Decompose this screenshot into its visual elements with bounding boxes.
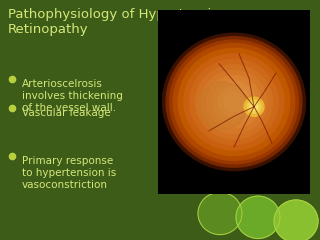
- Circle shape: [274, 200, 318, 240]
- Ellipse shape: [207, 76, 261, 128]
- Circle shape: [247, 100, 261, 114]
- Ellipse shape: [201, 70, 267, 133]
- Ellipse shape: [218, 87, 250, 117]
- Ellipse shape: [173, 43, 295, 160]
- Ellipse shape: [170, 40, 298, 164]
- Text: Arterioscelrosis
involves thickening
of the vessel wall.: Arterioscelrosis involves thickening of …: [22, 79, 123, 113]
- Text: Vascular leakage: Vascular leakage: [22, 108, 111, 118]
- Circle shape: [198, 192, 242, 235]
- Text: Primary response
to hypertension is
vasoconstriction: Primary response to hypertension is vaso…: [22, 156, 116, 190]
- Ellipse shape: [196, 65, 273, 139]
- Circle shape: [250, 103, 258, 111]
- Circle shape: [244, 97, 264, 116]
- Ellipse shape: [178, 48, 290, 156]
- Ellipse shape: [163, 33, 305, 171]
- Circle shape: [236, 196, 280, 239]
- Ellipse shape: [166, 37, 302, 167]
- Ellipse shape: [224, 92, 244, 112]
- Ellipse shape: [212, 81, 255, 123]
- Ellipse shape: [184, 54, 284, 150]
- FancyBboxPatch shape: [158, 10, 310, 194]
- Text: Pathophysiology of Hypertensive
Retinopathy: Pathophysiology of Hypertensive Retinopa…: [8, 8, 228, 36]
- Ellipse shape: [190, 59, 278, 144]
- Circle shape: [197, 82, 247, 130]
